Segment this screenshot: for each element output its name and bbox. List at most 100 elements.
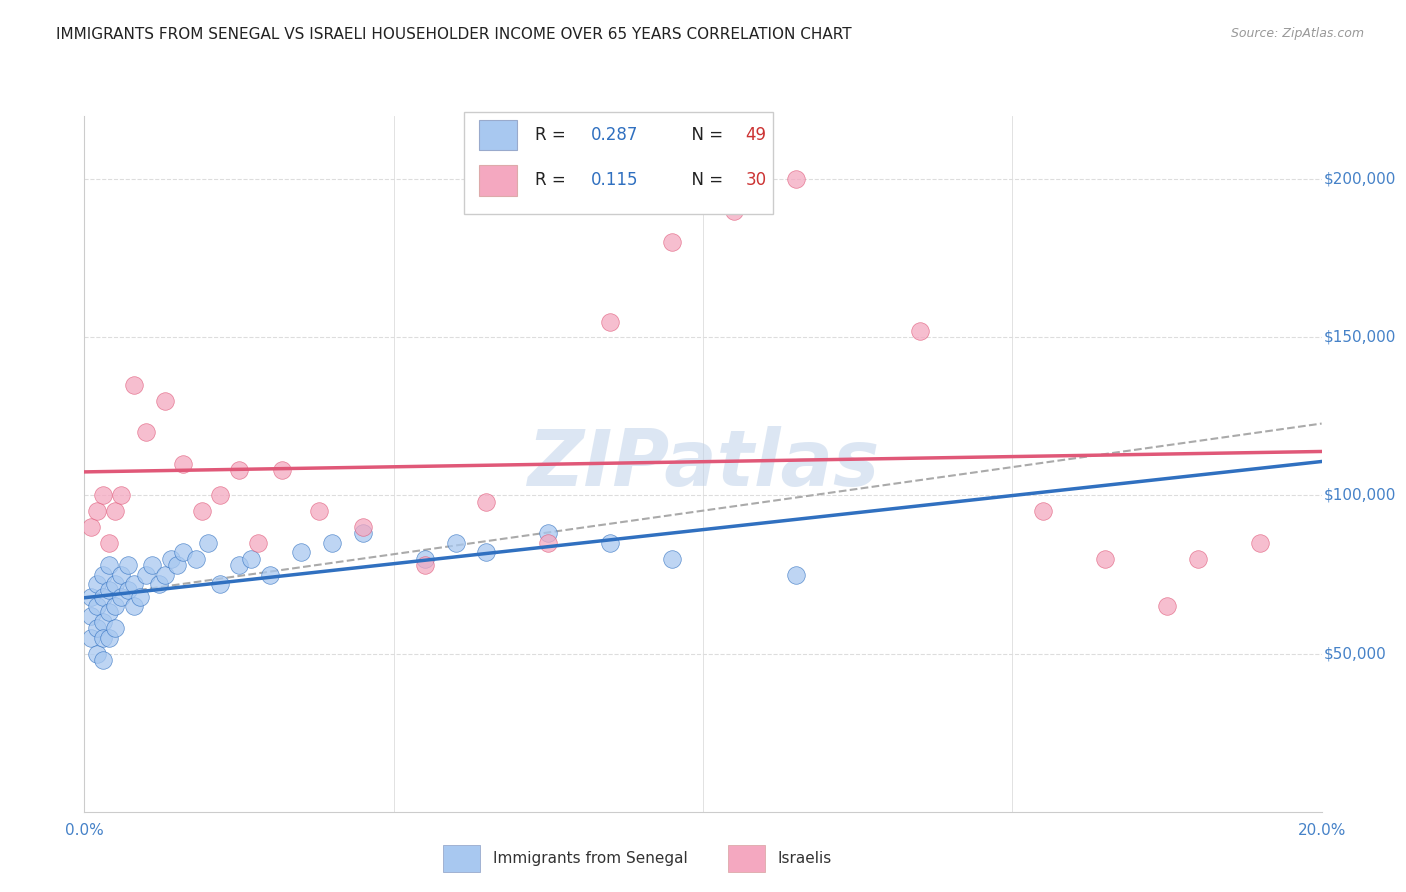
Text: ZIPatlas: ZIPatlas: [527, 425, 879, 502]
FancyBboxPatch shape: [479, 165, 516, 195]
Point: [197, 536, 219, 550]
Point: [104, 504, 127, 518]
Text: IMMIGRANTS FROM SENEGAL VS ISRAELI HOUSEHOLDER INCOME OVER 65 YEARS CORRELATION : IMMIGRANTS FROM SENEGAL VS ISRAELI HOUSE…: [56, 27, 852, 42]
Text: Source: ZipAtlas.com: Source: ZipAtlas.com: [1230, 27, 1364, 40]
Point: [537, 536, 560, 550]
FancyBboxPatch shape: [443, 846, 481, 872]
Text: Israelis: Israelis: [778, 851, 831, 866]
Text: R =: R =: [536, 126, 571, 145]
Point: [475, 545, 498, 559]
Point: [209, 488, 232, 502]
Point: [104, 621, 127, 635]
Point: [122, 377, 145, 392]
Point: [117, 558, 139, 572]
Point: [91, 590, 114, 604]
Point: [475, 495, 498, 509]
Point: [91, 567, 114, 582]
Text: $50,000: $50,000: [1324, 646, 1386, 661]
FancyBboxPatch shape: [728, 846, 765, 872]
Point: [91, 631, 114, 645]
Point: [599, 536, 621, 550]
Point: [172, 545, 194, 559]
Point: [110, 567, 132, 582]
Point: [91, 488, 114, 502]
Point: [110, 488, 132, 502]
Point: [98, 606, 121, 620]
Point: [413, 558, 436, 572]
Point: [166, 558, 188, 572]
Point: [1094, 551, 1116, 566]
Text: $100,000: $100,000: [1324, 488, 1396, 503]
Text: R =: R =: [536, 171, 576, 189]
Point: [537, 526, 560, 541]
Point: [271, 463, 294, 477]
Point: [246, 536, 269, 550]
Point: [129, 590, 152, 604]
Point: [104, 599, 127, 614]
Point: [98, 536, 121, 550]
Point: [413, 551, 436, 566]
Point: [599, 314, 621, 328]
Point: [1187, 551, 1209, 566]
Point: [661, 235, 683, 250]
Point: [91, 615, 114, 629]
Text: Immigrants from Senegal: Immigrants from Senegal: [492, 851, 688, 866]
Point: [908, 324, 931, 338]
Point: [228, 463, 250, 477]
Point: [79, 520, 101, 534]
Point: [91, 653, 114, 667]
FancyBboxPatch shape: [479, 120, 516, 151]
Point: [135, 567, 157, 582]
Point: [184, 551, 207, 566]
Point: [1032, 504, 1054, 518]
Point: [785, 172, 807, 186]
Point: [153, 393, 176, 408]
Point: [98, 558, 121, 572]
Point: [148, 577, 170, 591]
Point: [352, 520, 374, 534]
Text: 0.115: 0.115: [591, 171, 638, 189]
Point: [122, 599, 145, 614]
Point: [135, 425, 157, 440]
Point: [86, 647, 108, 661]
Point: [661, 551, 683, 566]
Point: [352, 526, 374, 541]
Point: [308, 504, 330, 518]
Point: [122, 577, 145, 591]
Point: [153, 567, 176, 582]
Text: 30: 30: [745, 171, 766, 189]
Point: [1249, 536, 1271, 550]
Point: [172, 457, 194, 471]
Point: [79, 590, 101, 604]
Point: [86, 621, 108, 635]
Point: [160, 551, 183, 566]
Point: [209, 577, 232, 591]
Point: [110, 590, 132, 604]
Point: [191, 504, 214, 518]
Point: [1156, 599, 1178, 614]
Point: [79, 608, 101, 623]
Point: [98, 631, 121, 645]
Point: [444, 536, 467, 550]
FancyBboxPatch shape: [464, 112, 773, 214]
Text: N =: N =: [681, 171, 728, 189]
Point: [290, 545, 312, 559]
Point: [259, 567, 281, 582]
Point: [141, 558, 163, 572]
Point: [117, 583, 139, 598]
Point: [98, 583, 121, 598]
Point: [321, 536, 343, 550]
Point: [228, 558, 250, 572]
Point: [240, 551, 263, 566]
Text: 0.287: 0.287: [591, 126, 638, 145]
Point: [86, 599, 108, 614]
Text: $200,000: $200,000: [1324, 172, 1396, 186]
Point: [86, 577, 108, 591]
Point: [86, 504, 108, 518]
Text: 49: 49: [745, 126, 766, 145]
Point: [104, 577, 127, 591]
Point: [785, 567, 807, 582]
Point: [79, 631, 101, 645]
Text: $150,000: $150,000: [1324, 330, 1396, 345]
Point: [723, 203, 745, 218]
